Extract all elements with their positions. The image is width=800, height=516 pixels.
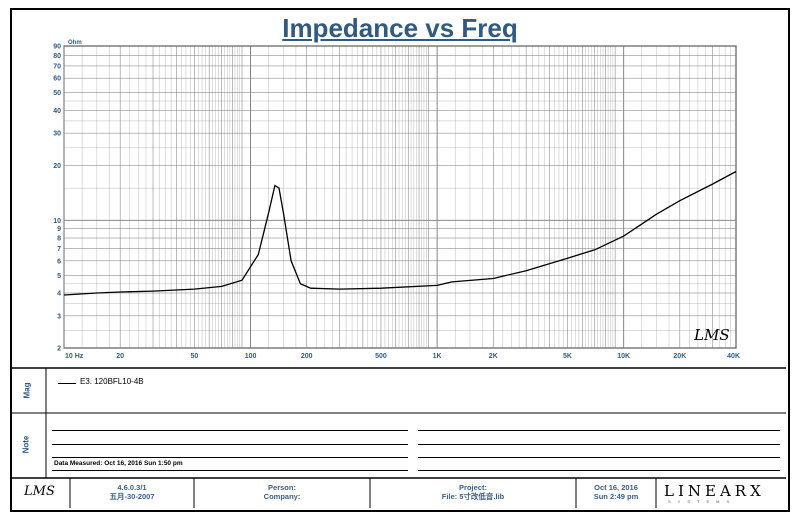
legend-entry: E3. 120BFL10-4B xyxy=(80,377,144,386)
series-line-impedance xyxy=(63,170,737,296)
date-measured: Data Measured: Oct 16, 2016 Sun 1:50 pm xyxy=(54,460,183,467)
y-tick-label: 20 xyxy=(53,163,61,170)
linearx-logo: LINEARX xyxy=(664,482,765,500)
x-tick-label: 1K xyxy=(433,353,442,360)
note-line xyxy=(418,457,780,458)
x-tick-labels: 10 Hz 20 50 100 200 500 1K 2K 5K 10K 20K 40K xyxy=(65,353,740,360)
x-tick-label: 200 xyxy=(301,353,313,360)
x-tick-label: 500 xyxy=(375,353,387,360)
x-tick-label: 100 xyxy=(245,353,257,360)
note-line xyxy=(52,457,408,458)
y-tick-label: 7 xyxy=(57,246,61,253)
lms-watermark: LMS xyxy=(693,326,730,344)
legend-swatch xyxy=(58,383,76,384)
project-label: Project: xyxy=(459,483,487,492)
mag-panel-label: Mag xyxy=(22,382,32,399)
y-tick-label: 50 xyxy=(53,90,61,97)
note-line xyxy=(418,470,780,471)
company-label: Company: xyxy=(263,492,301,501)
date: Oct 16, 2016 xyxy=(594,483,638,492)
y-tick-label: 2 xyxy=(57,346,61,353)
grid xyxy=(63,45,737,349)
y-tick-label: 8 xyxy=(57,236,61,243)
x-tick-label: 50 xyxy=(191,353,199,360)
y-tick-label: 30 xyxy=(53,131,61,138)
linearx-systems-text: SYSTEMS xyxy=(668,499,737,504)
y-tick-label: 80 xyxy=(53,53,61,60)
x-tick-label: 20 xyxy=(116,353,124,360)
x-tick-label: 2K xyxy=(489,353,498,360)
plot-area xyxy=(63,45,737,349)
person-label: Person: xyxy=(268,483,296,492)
y-tick-label: 9 xyxy=(57,226,61,233)
chart-title: Impedance vs Freq xyxy=(282,13,518,43)
version-cell: 4.6.0.3/1 五月-30-2007 xyxy=(72,483,192,501)
x-tick-label: 10 Hz xyxy=(65,353,84,360)
y-tick-label: 60 xyxy=(53,76,61,83)
y-tick-label: 5 xyxy=(57,273,61,280)
lms-logo: LMS xyxy=(24,484,55,499)
y-tick-label: 10 xyxy=(53,218,61,225)
y-tick-label: 6 xyxy=(57,258,61,265)
y-tick-label: 90 xyxy=(53,44,61,51)
y-tick-label: 4 xyxy=(57,291,61,298)
y-tick-label: 3 xyxy=(57,313,61,320)
time: Sun 2:49 pm xyxy=(593,492,639,501)
version: 4.6.0.3/1 xyxy=(117,483,147,492)
brand-text: LINEARX xyxy=(664,482,765,500)
report-frame xyxy=(10,8,790,512)
x-tick-label: 20K xyxy=(673,353,686,360)
y-tick-label: 70 xyxy=(53,63,61,70)
x-tick-label: 10K xyxy=(617,353,630,360)
note-line xyxy=(418,444,780,445)
version-date: 五月-30-2007 xyxy=(109,492,155,501)
person-cell: Person: Company: xyxy=(196,483,368,501)
note-line xyxy=(52,470,408,471)
y-tick-labels: 90 80 70 60 50 40 30 20 109 8 7 6 5 4 3 2 xyxy=(53,44,61,353)
date-cell: Oct 16, 2016 Sun 2:49 pm xyxy=(578,483,654,501)
note-line xyxy=(52,444,408,445)
file-label: File: 5寸改低音.lib xyxy=(441,492,505,501)
note-line xyxy=(52,430,408,431)
y-axis-unit: Ohm xyxy=(68,40,82,46)
x-tick-label: 40K xyxy=(727,353,740,360)
x-tick-label: 5K xyxy=(563,353,572,360)
note-line xyxy=(418,430,780,431)
note-panel-label: Note xyxy=(21,435,31,454)
project-cell: Project: File: 5寸改低音.lib xyxy=(372,483,574,501)
y-tick-label: 40 xyxy=(53,108,61,115)
